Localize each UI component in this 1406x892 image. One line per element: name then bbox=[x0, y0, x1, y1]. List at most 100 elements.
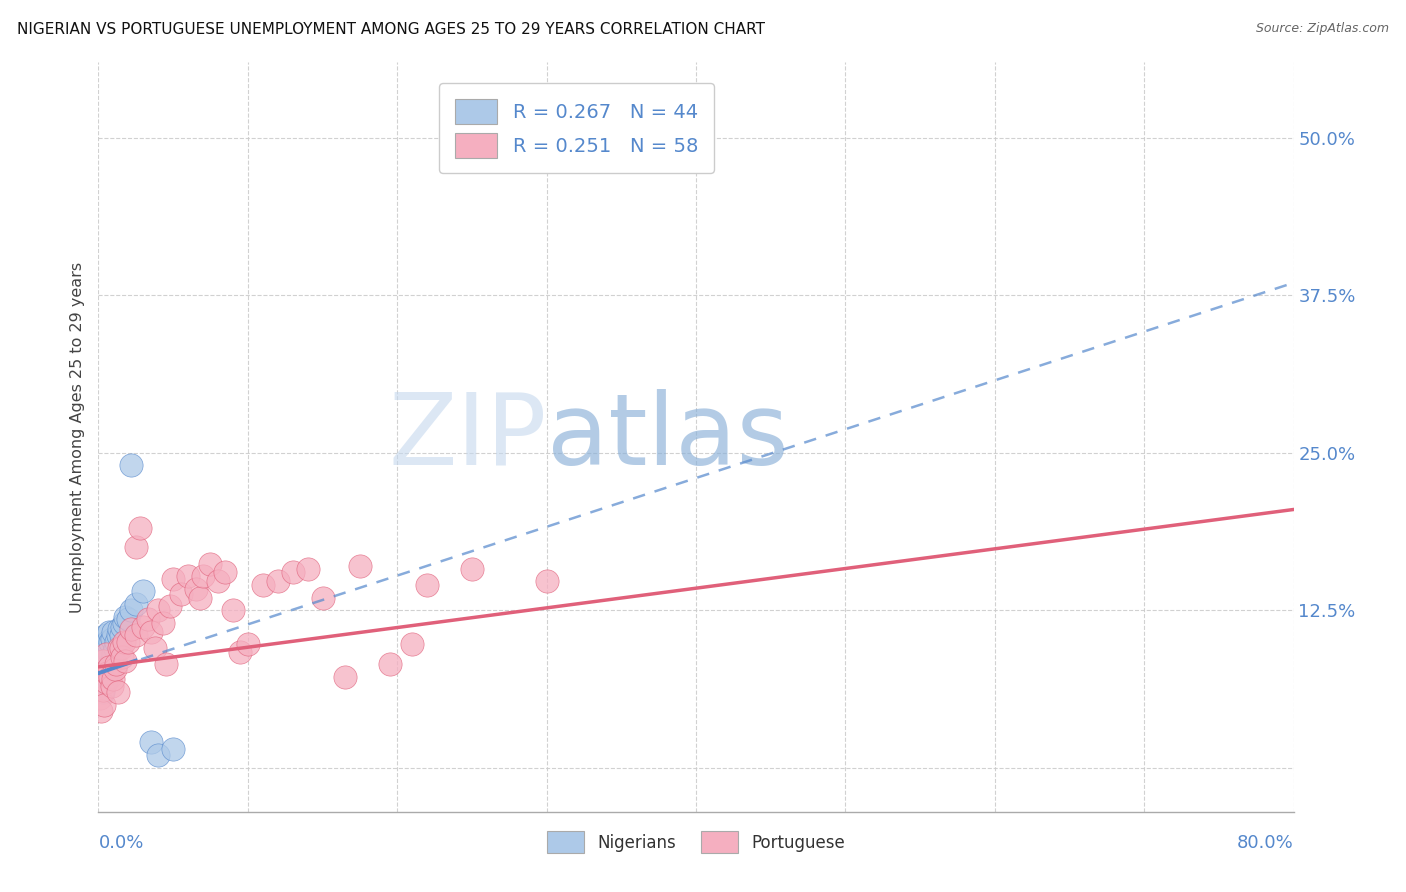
Point bbox=[97, 624, 120, 639]
Point bbox=[177, 569, 200, 583]
Text: NIGERIAN VS PORTUGUESE UNEMPLOYMENT AMONG AGES 25 TO 29 YEARS CORRELATION CHART: NIGERIAN VS PORTUGUESE UNEMPLOYMENT AMON… bbox=[17, 22, 765, 37]
Point bbox=[107, 628, 129, 642]
Point bbox=[89, 657, 111, 672]
Point bbox=[311, 591, 333, 605]
Point bbox=[91, 640, 114, 655]
Point bbox=[148, 603, 170, 617]
Point bbox=[162, 741, 184, 756]
Point bbox=[214, 566, 236, 580]
Point bbox=[114, 609, 136, 624]
Point bbox=[96, 649, 118, 664]
Point bbox=[89, 666, 111, 681]
Point bbox=[536, 574, 558, 589]
Point bbox=[96, 670, 118, 684]
Y-axis label: Unemployment Among Ages 25 to 29 years: Unemployment Among Ages 25 to 29 years bbox=[69, 261, 84, 613]
Point bbox=[111, 619, 134, 633]
Text: ZIP: ZIP bbox=[388, 389, 547, 485]
Point bbox=[93, 660, 115, 674]
Point bbox=[96, 666, 118, 681]
Point bbox=[267, 574, 290, 589]
Point bbox=[125, 628, 148, 642]
Point bbox=[105, 634, 128, 648]
Point bbox=[94, 628, 117, 642]
Point bbox=[159, 599, 181, 614]
Point bbox=[378, 657, 401, 672]
Point bbox=[90, 704, 112, 718]
Point bbox=[148, 747, 170, 762]
Point bbox=[110, 640, 132, 655]
Point bbox=[108, 640, 131, 655]
Point bbox=[107, 685, 129, 699]
Point bbox=[91, 670, 114, 684]
Point bbox=[117, 612, 139, 626]
Point bbox=[401, 637, 423, 651]
Point bbox=[97, 660, 120, 674]
Point bbox=[416, 578, 439, 592]
Legend: Nigerians, Portuguese: Nigerians, Portuguese bbox=[540, 825, 852, 860]
Point bbox=[120, 622, 142, 636]
Point bbox=[104, 640, 127, 655]
Point bbox=[103, 673, 125, 687]
Point bbox=[112, 634, 135, 648]
Point bbox=[207, 574, 229, 589]
Point bbox=[191, 569, 214, 583]
Point bbox=[91, 649, 114, 664]
Point bbox=[139, 735, 162, 749]
Point bbox=[143, 640, 166, 655]
Point bbox=[111, 649, 134, 664]
Point bbox=[114, 654, 136, 668]
Point bbox=[125, 597, 148, 611]
Point bbox=[200, 557, 222, 571]
Point bbox=[91, 654, 114, 668]
Point bbox=[120, 603, 142, 617]
Text: atlas: atlas bbox=[547, 389, 789, 485]
Point bbox=[281, 566, 304, 580]
Point bbox=[94, 673, 117, 687]
Point bbox=[93, 645, 115, 659]
Text: 80.0%: 80.0% bbox=[1237, 834, 1294, 853]
Point bbox=[96, 634, 118, 648]
Point bbox=[112, 615, 135, 630]
Point bbox=[97, 662, 120, 676]
Point bbox=[132, 584, 155, 599]
Point bbox=[236, 637, 259, 651]
Point bbox=[90, 673, 112, 687]
Point bbox=[108, 622, 131, 636]
Point bbox=[162, 572, 184, 586]
Point bbox=[152, 615, 174, 630]
Point bbox=[139, 624, 162, 639]
Point bbox=[155, 657, 177, 672]
Point bbox=[110, 628, 132, 642]
Point bbox=[91, 685, 114, 699]
Point bbox=[297, 562, 319, 576]
Point bbox=[98, 670, 122, 684]
Point bbox=[94, 654, 117, 668]
Point bbox=[101, 679, 124, 693]
Point bbox=[98, 634, 122, 648]
Point bbox=[136, 612, 159, 626]
Point bbox=[120, 458, 142, 473]
Point bbox=[94, 648, 117, 662]
Point bbox=[94, 675, 117, 690]
Point bbox=[103, 648, 125, 662]
Point bbox=[97, 645, 120, 659]
Point bbox=[229, 645, 252, 659]
Text: 0.0%: 0.0% bbox=[98, 834, 143, 853]
Point bbox=[252, 578, 274, 592]
Point bbox=[93, 698, 115, 712]
Point bbox=[89, 691, 111, 706]
Point bbox=[129, 521, 152, 535]
Point bbox=[94, 637, 117, 651]
Point bbox=[90, 654, 112, 668]
Point bbox=[117, 634, 139, 648]
Text: Source: ZipAtlas.com: Source: ZipAtlas.com bbox=[1256, 22, 1389, 36]
Point bbox=[93, 679, 115, 693]
Point bbox=[188, 591, 211, 605]
Point bbox=[222, 603, 245, 617]
Point bbox=[132, 619, 155, 633]
Point bbox=[461, 562, 484, 576]
Point bbox=[349, 559, 371, 574]
Point bbox=[104, 662, 127, 676]
Point bbox=[610, 125, 633, 139]
Point bbox=[101, 632, 124, 647]
